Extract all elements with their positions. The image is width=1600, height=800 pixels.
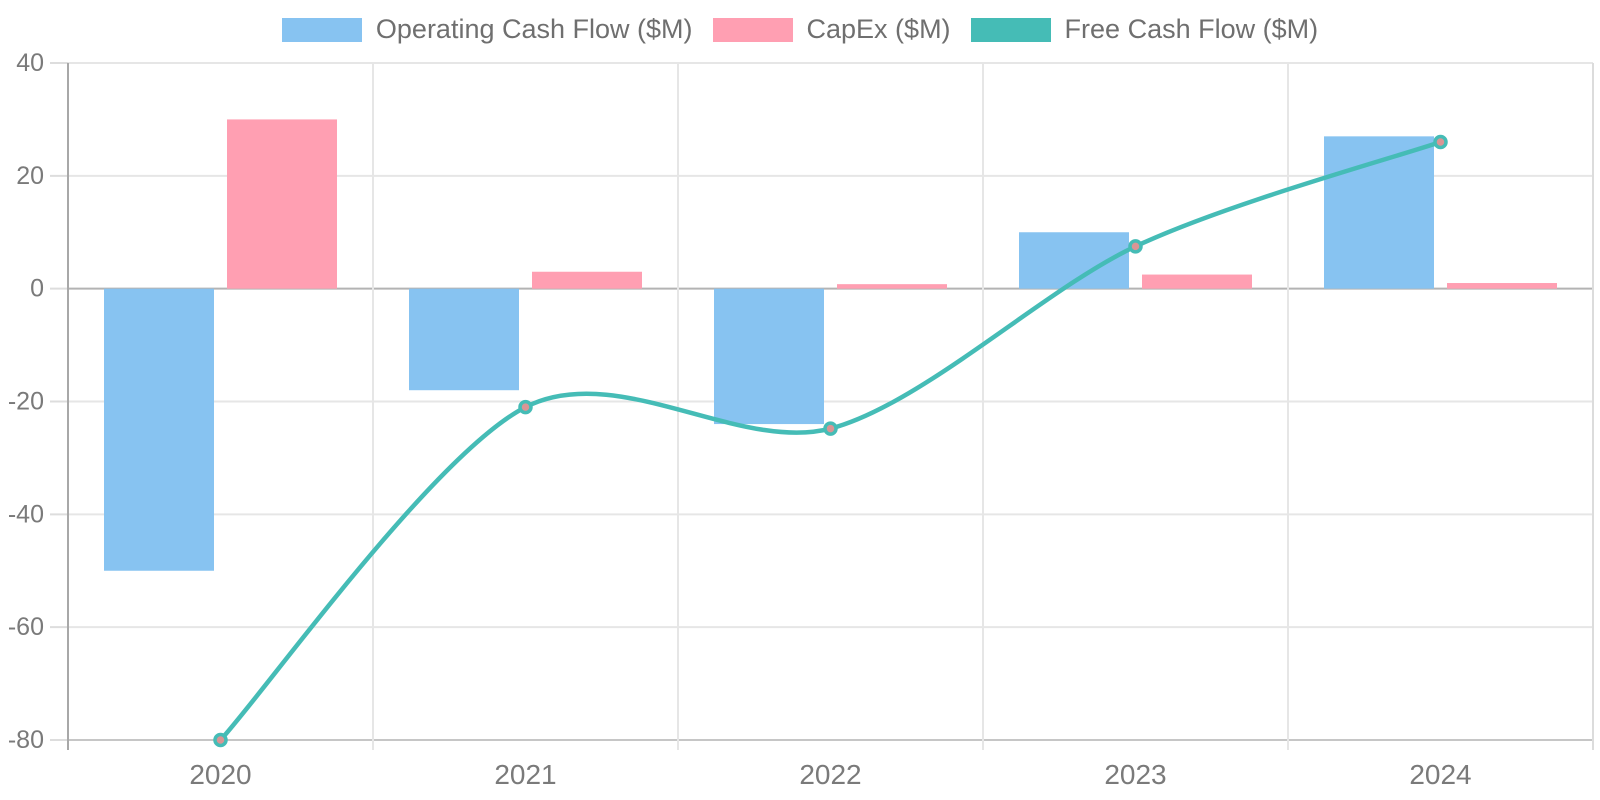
free-cash-flow-point-2024[interactable] [1433, 134, 1448, 150]
x-axis-tick-label: 2021 [494, 759, 556, 790]
y-axis-tick-label: -80 [8, 726, 44, 754]
bar-capex-2020[interactable] [227, 119, 337, 289]
bar-capex-2021[interactable] [532, 271, 642, 289]
free-cash-flow-point-2022[interactable] [823, 421, 838, 436]
y-axis-tick-label: 0 [30, 275, 44, 303]
x-axis-tick-label: 2022 [799, 759, 861, 790]
y-axis-tick-label: -40 [8, 500, 44, 528]
free-cash-flow-point-2023[interactable] [1128, 239, 1143, 254]
free-cash-flow-point-2020[interactable] [213, 732, 228, 748]
y-axis-tick-label: -60 [8, 613, 44, 641]
bar-operating-cash-flow-2022[interactable] [714, 288, 824, 425]
legend-label-free-cash-flow: Free Cash Flow ($M) [1064, 14, 1319, 44]
x-axis-tick-label: 2023 [1104, 759, 1166, 790]
y-axis-tick-label: 20 [16, 162, 44, 190]
bar-capex-2022[interactable] [837, 284, 947, 289]
y-axis-tick-label: -20 [8, 388, 44, 416]
legend-swatch-capex [712, 17, 793, 42]
legend-label-capex: CapEx ($M) [806, 14, 951, 44]
x-axis-tick-label: 2024 [1409, 759, 1471, 790]
bar-operating-cash-flow-2021[interactable] [409, 288, 519, 391]
legend-item-free-cash-flow[interactable]: Free Cash Flow ($M) [970, 14, 1319, 44]
free-cash-flow-point-2021[interactable] [518, 399, 533, 415]
legend-swatch-free-cash-flow [970, 17, 1051, 42]
y-axis-tick-label: 40 [16, 49, 44, 77]
bar-capex-2023[interactable] [1142, 274, 1252, 289]
x-axis-tick-label: 2020 [189, 759, 251, 790]
bar-operating-cash-flow-2020[interactable] [104, 288, 214, 571]
free-cash-flow-line [218, 139, 1443, 743]
legend-item-capex[interactable]: CapEx ($M) [712, 14, 951, 44]
chart-legend: Operating Cash Flow ($M) CapEx ($M) Free… [0, 16, 1600, 43]
legend-label-operating-cash-flow: Operating Cash Flow ($M) [375, 14, 693, 44]
legend-swatch-operating-cash-flow [281, 17, 362, 42]
bar-capex-2024[interactable] [1447, 283, 1557, 289]
legend-item-operating-cash-flow[interactable]: Operating Cash Flow ($M) [281, 14, 693, 44]
